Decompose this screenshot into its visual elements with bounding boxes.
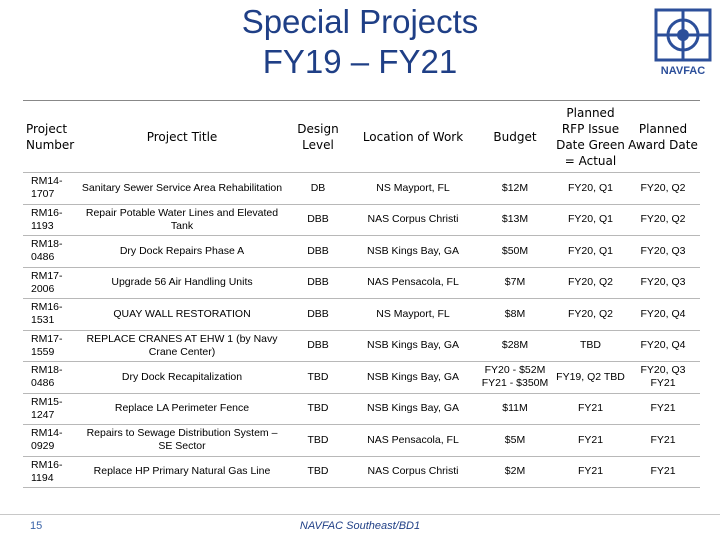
table-cell: RM17-1559 (23, 330, 79, 362)
table-cell: FY20, Q3 (626, 267, 700, 299)
table-cell: DBB (285, 204, 351, 236)
title-line-1: Special Projects (241, 3, 479, 40)
table-cell: FY20, Q1 (555, 172, 626, 205)
table-cell: REPLACE CRANES AT EHW 1 (by Navy Crane C… (79, 330, 285, 362)
table-cell: FY20, Q2 (555, 267, 626, 299)
table-row: RM14-1707 Sanitary Sewer Service Area Re… (23, 172, 700, 205)
table-cell: QUAY WALL RESTORATION (79, 298, 285, 331)
table-cell: NSB Kings Bay, GA (351, 361, 475, 394)
table-cell: Repairs to Sewage Distribution System – … (79, 424, 285, 457)
table-header-row: Project Number Project Title Design Leve… (23, 100, 700, 173)
table-cell: Dry Dock Repairs Phase A (79, 235, 285, 268)
projects-table-container: Project Number Project Title Design Leve… (23, 100, 700, 488)
table-cell: NS Mayport, FL (351, 298, 475, 331)
table-cell: TBD (285, 393, 351, 425)
navfac-logo: NAVFAC (654, 8, 712, 77)
column-header: Design Level (285, 100, 351, 173)
table-row: RM18-0486 Dry Dock Recapitalization TBD … (23, 361, 700, 394)
table-cell: FY21 (555, 456, 626, 488)
slide-title: Special Projects FY19 – FY21 (150, 2, 570, 82)
table-cell: DBB (285, 267, 351, 299)
table-cell: $2M (475, 456, 555, 488)
table-cell: DBB (285, 330, 351, 362)
table-cell: Replace LA Perimeter Fence (79, 393, 285, 425)
table-cell: FY21 (626, 456, 700, 488)
table-cell: RM16-1531 (23, 298, 79, 331)
table-cell: TBD (555, 330, 626, 362)
table-cell: NSB Kings Bay, GA (351, 393, 475, 425)
table-cell: FY20 - $52M FY21 - $350M (475, 361, 555, 394)
table-cell: NAS Corpus Christi (351, 456, 475, 488)
title-line-2: FY19 – FY21 (262, 43, 458, 80)
table-cell: FY20, Q4 (626, 330, 700, 362)
table-cell: FY19, Q2 TBD (555, 361, 626, 394)
table-cell: RM14-1707 (23, 172, 79, 205)
table-cell: TBD (285, 456, 351, 488)
table-cell: TBD (285, 361, 351, 394)
logo-text: NAVFAC (661, 65, 705, 77)
table-cell: FY20, Q1 (555, 235, 626, 268)
table-cell: $5M (475, 424, 555, 457)
table-cell: RM16-1193 (23, 204, 79, 236)
table-cell: $50M (475, 235, 555, 268)
table-row: RM16-1193 Repair Potable Water Lines and… (23, 204, 700, 236)
projects-table: Project Number Project Title Design Leve… (23, 100, 700, 488)
table-cell: DB (285, 172, 351, 205)
table-cell: Replace HP Primary Natural Gas Line (79, 456, 285, 488)
table-row: RM14-0929 Repairs to Sewage Distribution… (23, 424, 700, 457)
table-cell: NAS Pensacola, FL (351, 267, 475, 299)
table-cell: FY20, Q3 FY21 (626, 361, 700, 394)
column-header: Location of Work (351, 100, 475, 173)
footer-label: NAVFAC Southeast/BD1 (299, 520, 421, 532)
footer-divider (0, 514, 720, 515)
column-header: Project Title (79, 100, 285, 173)
table-cell: DBB (285, 235, 351, 268)
table-row: RM16-1194 Replace HP Primary Natural Gas… (23, 456, 700, 488)
table-cell: NSB Kings Bay, GA (351, 235, 475, 268)
table-cell: Dry Dock Recapitalization (79, 361, 285, 394)
table-cell: Sanitary Sewer Service Area Rehabilitati… (79, 172, 285, 205)
table-row: RM18-0486 Dry Dock Repairs Phase A DBB N… (23, 235, 700, 268)
table-cell: $28M (475, 330, 555, 362)
table-cell: RM17-2006 (23, 267, 79, 299)
table-cell: Repair Potable Water Lines and Elevated … (79, 204, 285, 236)
column-header: Planned RFP Issue Date Green = Actual (555, 100, 626, 173)
table-cell: FY21 (555, 424, 626, 457)
table-cell: DBB (285, 298, 351, 331)
table-cell: FY20, Q2 (555, 298, 626, 331)
table-cell: NAS Pensacola, FL (351, 424, 475, 457)
table-row: RM15-1247 Replace LA Perimeter Fence TBD… (23, 393, 700, 425)
table-cell: RM16-1194 (23, 456, 79, 488)
table-cell: $8M (475, 298, 555, 331)
table-cell: FY21 (555, 393, 626, 425)
table-cell: FY20, Q4 (626, 298, 700, 331)
column-header: Planned Award Date (626, 100, 700, 173)
table-cell: $12M (475, 172, 555, 205)
table-cell: $13M (475, 204, 555, 236)
table-row: RM17-2006 Upgrade 56 Air Handling Units … (23, 267, 700, 299)
table-cell: FY20, Q2 (626, 204, 700, 236)
table-cell: NSB Kings Bay, GA (351, 330, 475, 362)
table-cell: Upgrade 56 Air Handling Units (79, 267, 285, 299)
page-number: 15 (30, 520, 43, 532)
table-cell: $7M (475, 267, 555, 299)
table-cell: TBD (285, 424, 351, 457)
column-header: Budget (475, 100, 555, 173)
table-cell: FY20, Q3 (626, 235, 700, 268)
table-cell: FY20, Q1 (555, 204, 626, 236)
column-header: Project Number (23, 100, 79, 173)
table-cell: RM18-0486 (23, 235, 79, 268)
table-cell: RM15-1247 (23, 393, 79, 425)
table-cell: RM18-0486 (23, 361, 79, 394)
table-cell: RM14-0929 (23, 424, 79, 457)
table-cell: FY20, Q2 (626, 172, 700, 205)
table-cell: NS Mayport, FL (351, 172, 475, 205)
table-cell: FY21 (626, 424, 700, 457)
table-cell: $11M (475, 393, 555, 425)
table-row: RM16-1531 QUAY WALL RESTORATION DBB NS M… (23, 298, 700, 331)
table-row: RM17-1559 REPLACE CRANES AT EHW 1 (by Na… (23, 330, 700, 362)
table-cell: NAS Corpus Christi (351, 204, 475, 236)
table-cell: FY21 (626, 393, 700, 425)
